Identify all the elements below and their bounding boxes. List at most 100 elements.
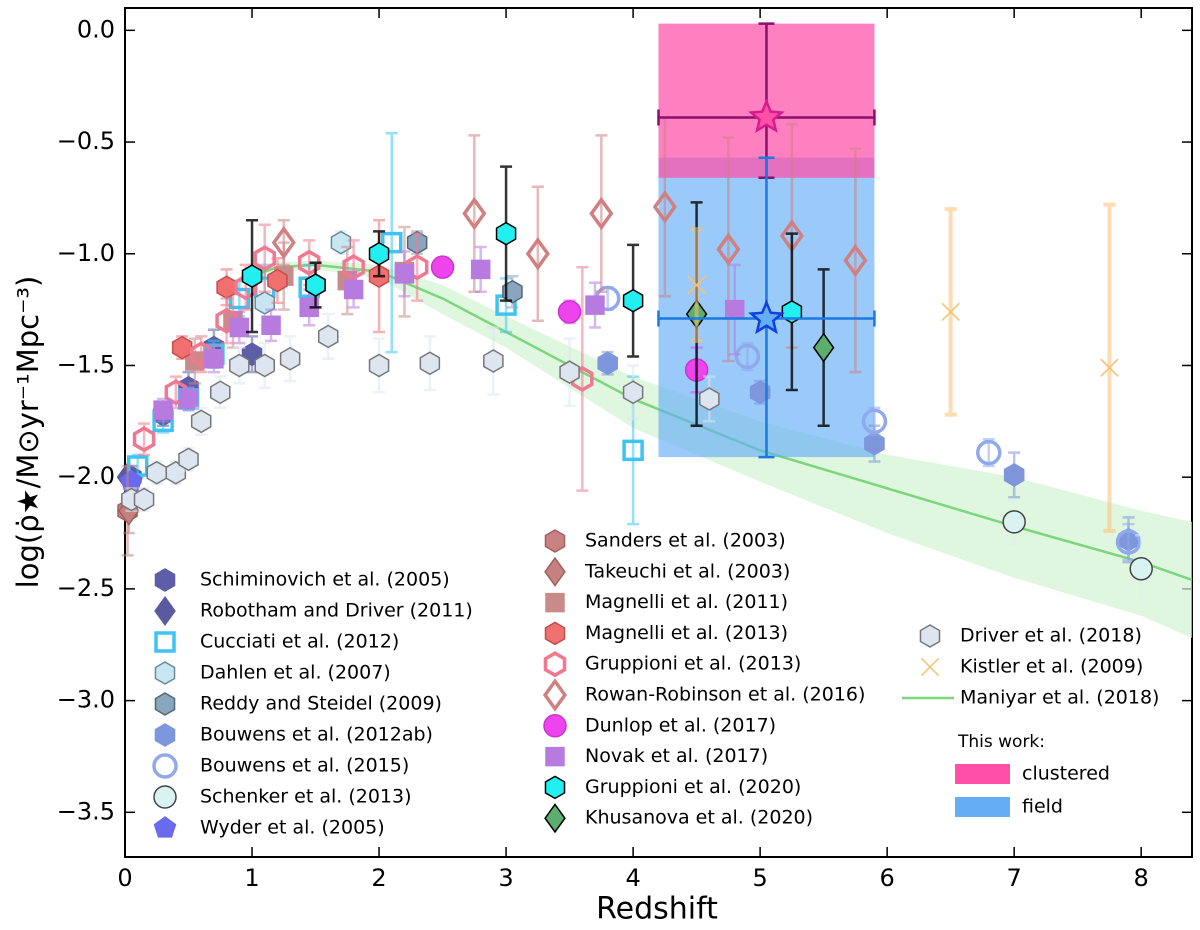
error-bar	[220, 297, 233, 345]
legend-label: Reddy and Steidel (2009)	[200, 693, 442, 715]
legend-marker	[154, 723, 176, 747]
data-point	[559, 360, 580, 385]
legend-label: Takeuchi et al. (2003)	[584, 560, 790, 582]
x-axis-label: Redshift	[596, 892, 718, 927]
error-bar	[868, 406, 881, 436]
data-point	[189, 341, 213, 368]
legend-marker	[153, 785, 177, 809]
x-tick-label: 2	[371, 864, 386, 892]
legend-swatch	[955, 764, 1010, 784]
legend-title: This work:	[957, 732, 1045, 752]
this-work-star	[748, 299, 785, 335]
legend-swatch	[955, 797, 1010, 817]
data-point	[405, 254, 429, 281]
data-point	[209, 380, 231, 405]
legend-marker	[154, 631, 176, 653]
error-bar	[576, 265, 589, 492]
legend-marker	[544, 803, 566, 834]
error-bar	[741, 341, 754, 372]
data-point	[297, 249, 321, 276]
data-point	[153, 400, 173, 420]
legend-label: Driver et al. (2018)	[960, 625, 1142, 647]
data-point	[622, 288, 644, 313]
y-tick-label: −0.5	[57, 127, 115, 155]
data-point	[462, 196, 487, 231]
y-tick-label: −3.5	[57, 797, 115, 825]
data-point	[419, 351, 441, 376]
error-bar	[722, 136, 735, 363]
legend-label: Bouwens et al. (2012ab)	[200, 724, 433, 746]
data-point	[941, 302, 960, 321]
legend-label: Dahlen et al. (2007)	[200, 662, 391, 684]
data-point	[215, 307, 238, 334]
data-point	[228, 287, 251, 310]
data-point	[216, 275, 237, 300]
legend-label: Gruppioni et al. (2020)	[585, 776, 801, 798]
error-bar	[982, 437, 995, 468]
y-tick-label: −3.0	[57, 686, 115, 714]
error-bar	[849, 147, 862, 374]
data-point	[861, 408, 888, 435]
legend-marker	[544, 529, 566, 553]
legend-label: Dunlop et al. (2017)	[585, 714, 776, 736]
legend-label: Bouwens et al. (2015)	[200, 755, 409, 777]
x-tick-label: 4	[625, 864, 640, 892]
legend-marker	[154, 692, 176, 716]
data-point	[597, 351, 618, 376]
data-point	[976, 439, 1002, 466]
legend-marker	[154, 661, 176, 685]
data-point	[178, 447, 199, 472]
error-bar	[411, 232, 424, 302]
legend-marker	[154, 595, 176, 627]
data-point	[622, 380, 644, 405]
data-point	[343, 279, 364, 300]
y-tick-label: −2.0	[57, 462, 115, 490]
legend-label: Magnelli et al. (2013)	[585, 622, 788, 644]
data-point	[1003, 463, 1025, 487]
data-point	[1115, 529, 1142, 555]
legend-label: Novak et al. (2017)	[585, 745, 768, 767]
y-tick-label: −1.0	[57, 239, 115, 267]
data-point	[241, 264, 263, 288]
x-tick-label: 8	[1134, 864, 1149, 892]
legend-marker	[544, 556, 566, 587]
legend-marker	[543, 714, 567, 738]
data-point	[525, 237, 550, 271]
this-work-star	[748, 98, 785, 134]
data-point	[687, 276, 706, 295]
data-point	[133, 487, 155, 512]
data-point	[495, 221, 517, 246]
legend-marker	[542, 678, 568, 712]
legend-marker	[545, 592, 565, 613]
legend-marker	[921, 658, 939, 676]
data-point	[724, 299, 745, 320]
x-tick-label: 6	[880, 864, 895, 892]
data-point	[229, 353, 250, 378]
legend-label: field	[1022, 796, 1063, 818]
data-point	[652, 190, 677, 224]
legend-label: Rowan-Robinson et al. (2016)	[585, 684, 865, 706]
data-point	[132, 426, 156, 453]
data-point	[368, 353, 390, 378]
data-point	[812, 332, 835, 363]
legend-label: Cucciati et al. (2012)	[200, 631, 399, 653]
data-point	[267, 268, 288, 293]
y-tick-label: −1.5	[57, 350, 115, 378]
data-point	[1100, 358, 1119, 377]
legend-label: Wyder et al. (2005)	[200, 817, 385, 839]
data-point	[843, 243, 868, 278]
error-bar	[595, 134, 608, 293]
legend-marker	[152, 753, 178, 779]
data-point	[585, 295, 605, 315]
data-point	[557, 300, 582, 324]
data-point	[716, 232, 741, 267]
data-point	[253, 245, 277, 272]
data-point	[622, 439, 644, 462]
y-tick-label: −2.5	[57, 574, 115, 602]
data-point	[699, 387, 720, 411]
legend-marker	[544, 775, 566, 800]
data-point	[229, 317, 250, 338]
data-point	[271, 225, 296, 260]
legend-label: Maniyar et al. (2018)	[960, 687, 1159, 709]
data-point	[749, 380, 771, 405]
